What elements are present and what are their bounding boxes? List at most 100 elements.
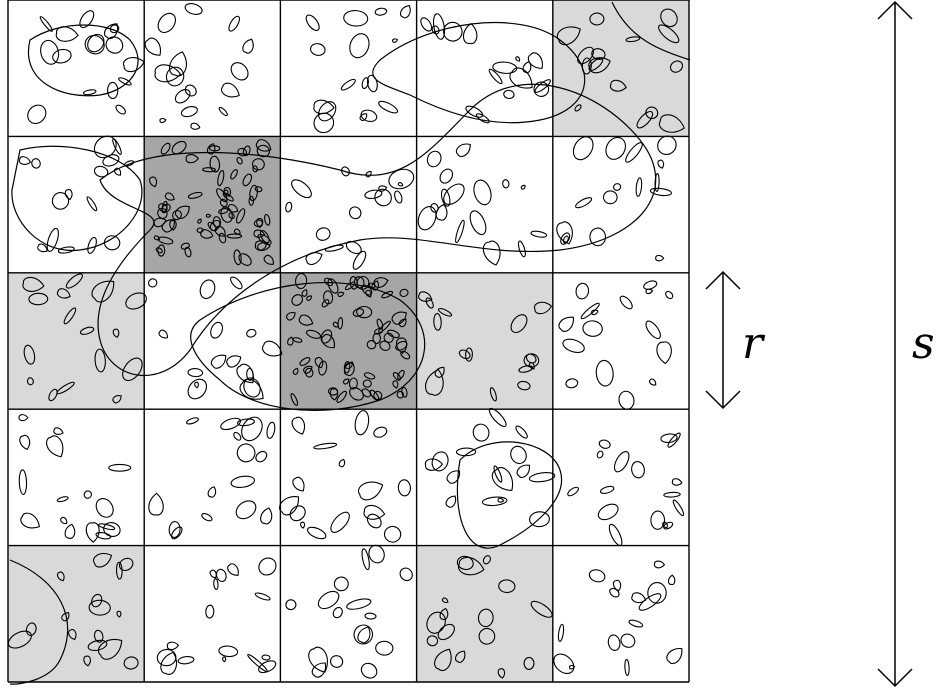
inclusion-shape [305, 329, 322, 339]
inclusion-shape [498, 579, 516, 594]
inclusion-shape [337, 316, 344, 330]
inclusion-shape [366, 513, 382, 529]
inclusion-shape [346, 598, 372, 610]
inclusion-shape [157, 12, 177, 34]
inclusion-shape [115, 104, 126, 115]
inclusion-shape [372, 332, 381, 345]
inclusion-shape [672, 499, 685, 517]
inclusion-shape [153, 235, 161, 241]
inclusion-shape [349, 33, 370, 59]
level-set-curves [9, 1, 691, 685]
grid-cell [280, 0, 417, 137]
inclusion-shape [645, 106, 659, 120]
inclusion-shape [48, 388, 58, 402]
inclusion-shape [503, 89, 515, 99]
inclusion-shape [582, 320, 603, 337]
inclusion-shape [399, 4, 411, 19]
inclusion-shape [289, 505, 306, 522]
inclusion-shape [337, 291, 345, 297]
inclusion-shape [441, 597, 449, 603]
inclusion-shape [392, 372, 401, 381]
inclusion-shape [53, 427, 64, 435]
inclusion-shape [364, 189, 383, 200]
inclusion-shape [285, 599, 297, 611]
inclusion-shape [160, 142, 171, 155]
inclusion-shape [492, 61, 518, 74]
inclusion-shape [509, 67, 533, 89]
inclusion-shape [575, 197, 593, 209]
inclusion-shape [577, 46, 595, 65]
inclusion-shape [291, 179, 312, 199]
inclusion-shape [230, 276, 243, 290]
inclusion-shape [169, 51, 187, 77]
inclusion-shape [161, 203, 171, 213]
r-dimension-arrow [705, 270, 741, 410]
inclusion-shape [230, 62, 249, 81]
inclusion-shape [455, 143, 471, 157]
inclusion-shape [95, 498, 114, 518]
inclusion-shape [469, 210, 487, 236]
light-shaded-cell [416, 545, 553, 682]
inclusion-shape [431, 25, 440, 35]
inclusion-shape [360, 109, 378, 123]
inclusion-shape [118, 557, 134, 572]
inclusion-shape [395, 340, 408, 351]
inclusion-shape [93, 629, 104, 643]
inclusion-shape [473, 179, 492, 206]
inclusion-shape [361, 77, 369, 90]
grid-lines [7, 0, 690, 683]
inclusion-shape [235, 208, 246, 224]
inclusion-shape [373, 390, 383, 401]
inclusion-shape [315, 227, 331, 241]
level-curve [372, 21, 586, 124]
inclusion-shape [237, 418, 255, 427]
inclusion-shape [399, 567, 413, 582]
inclusion-shape [658, 114, 685, 133]
inclusion-shape [18, 469, 28, 495]
inclusion-shape [363, 372, 376, 380]
inclusion-shape [213, 578, 219, 591]
inclusion-shape [529, 511, 550, 528]
level-curve [611, 1, 691, 61]
light-shaded-cell [552, 0, 689, 137]
inclusion-shape [226, 355, 242, 368]
inclusion-shape [655, 254, 665, 262]
inclusion-shape [22, 276, 45, 292]
inclusion-shape [665, 290, 674, 300]
inclusion-shape [95, 531, 112, 540]
inclusion-shape [649, 187, 672, 197]
inclusion-shape [666, 648, 683, 665]
inclusion-shape [530, 230, 548, 238]
inclusion-shape [318, 101, 337, 122]
inclusion-shape [437, 307, 453, 317]
inclusion-shape [478, 627, 496, 645]
inclusion-shape [609, 79, 627, 92]
inclusion-shape [619, 295, 633, 310]
inclusion-shape [667, 432, 681, 448]
inclusion-shape [332, 606, 343, 619]
inclusion-shape [595, 359, 614, 387]
inclusion-shape [255, 450, 268, 463]
inclusion-shape [242, 38, 254, 54]
inclusion-shape [397, 182, 404, 187]
inclusion-shape [396, 390, 405, 399]
inclusion-shape [589, 227, 607, 247]
inclusion-shape [56, 381, 75, 395]
inclusion-shape [253, 229, 266, 238]
inclusion-shape [217, 169, 225, 187]
inclusion-shape [187, 191, 203, 199]
inclusion-shape [263, 254, 274, 265]
inclusion-shape [233, 431, 242, 441]
inclusion-shape [149, 176, 158, 188]
level-curve [97, 83, 657, 377]
inclusion-shape [158, 329, 169, 339]
inclusion-shape [212, 216, 222, 229]
inclusion-shape [258, 557, 277, 576]
inclusion-shape [209, 569, 217, 579]
inclusion-shape [383, 332, 394, 343]
inclusion-shape [108, 463, 132, 472]
inclusion-shape [298, 314, 314, 326]
inclusion-shape [439, 607, 449, 621]
inclusion-shape [116, 610, 122, 618]
inclusion-shape [237, 147, 248, 157]
